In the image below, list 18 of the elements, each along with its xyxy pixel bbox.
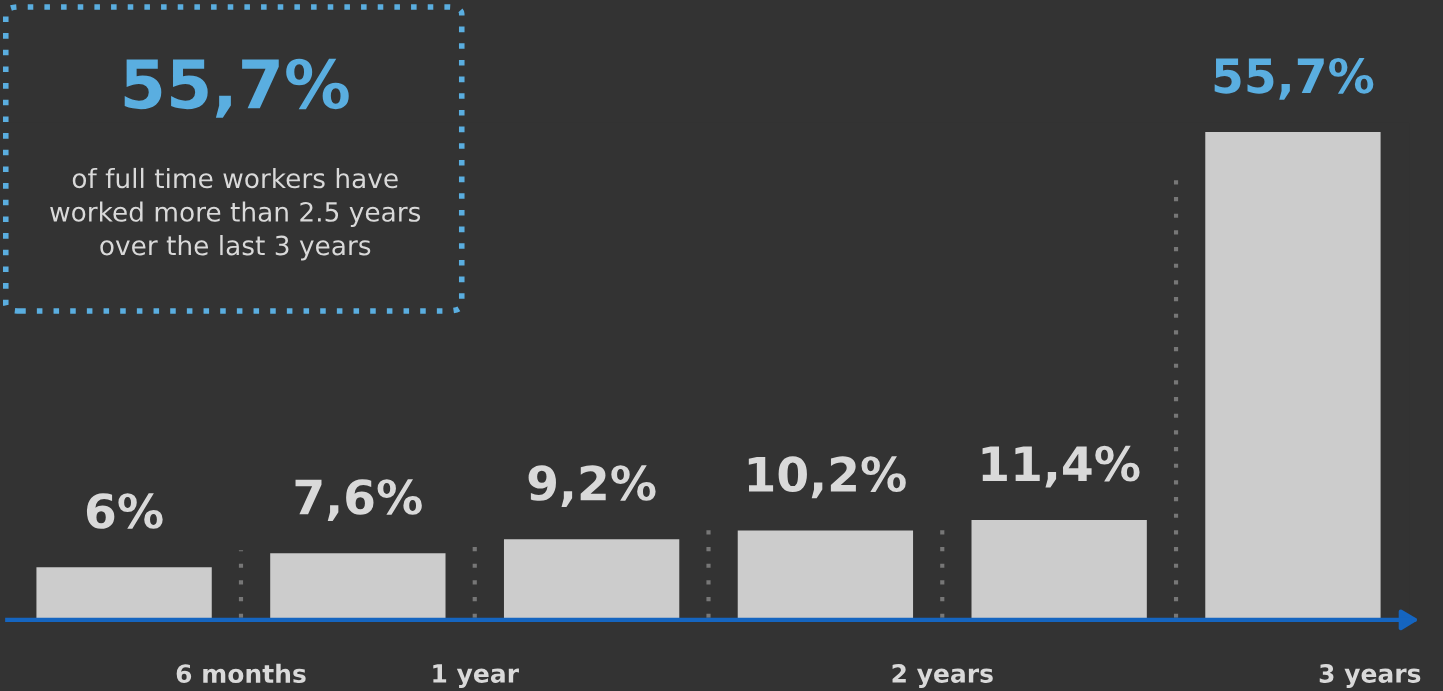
bar bbox=[971, 520, 1147, 620]
text: 1 year bbox=[433, 664, 519, 688]
chart-title: 55,7% bbox=[124, 58, 349, 118]
text: of full time workers have worked more than 2.5 years over the last 3 years bbox=[50, 167, 421, 261]
bar bbox=[1205, 132, 1381, 620]
data-label: 6% bbox=[86, 493, 163, 529]
data-label: 10,2% bbox=[748, 456, 906, 499]
data-label: 55,7% bbox=[1214, 57, 1374, 100]
bar bbox=[737, 530, 914, 620]
text: 6 months bbox=[176, 663, 306, 684]
data-label: 9,2% bbox=[528, 465, 656, 507]
data-label: 7,6% bbox=[295, 479, 422, 521]
bar bbox=[36, 567, 212, 620]
data-label: 11,4% bbox=[982, 445, 1140, 488]
text: 3 years bbox=[1319, 663, 1421, 688]
bar bbox=[503, 539, 680, 620]
text: 2 years bbox=[892, 663, 993, 688]
bar bbox=[270, 553, 446, 620]
